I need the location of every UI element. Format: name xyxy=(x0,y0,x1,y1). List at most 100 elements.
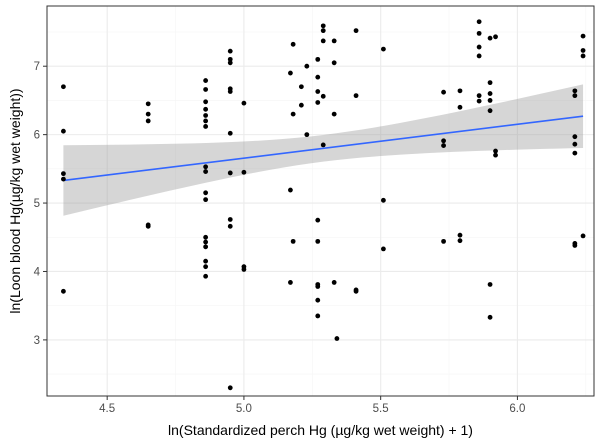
data-point xyxy=(381,246,386,252)
data-point xyxy=(381,197,386,203)
data-point xyxy=(203,87,209,92)
data-point xyxy=(227,60,233,66)
data-point xyxy=(441,238,446,244)
y-axis-title: ln(Loon blood Hg(µg/kg wet weight)) xyxy=(7,88,23,313)
data-point xyxy=(61,84,66,90)
confidence-band-layer xyxy=(63,84,584,216)
data-point xyxy=(227,56,233,62)
data-point xyxy=(315,89,321,94)
data-point xyxy=(441,138,446,144)
data-point xyxy=(457,104,463,110)
data-point xyxy=(580,48,586,53)
data-point xyxy=(320,93,326,99)
data-point xyxy=(487,98,493,103)
data-point xyxy=(572,88,578,94)
data-point xyxy=(227,89,233,94)
data-point xyxy=(331,280,337,285)
data-point xyxy=(145,111,151,117)
data-point xyxy=(203,190,209,196)
data-point xyxy=(241,100,247,106)
data-point xyxy=(331,60,337,66)
data-point xyxy=(203,78,209,83)
data-point xyxy=(298,102,304,108)
data-point xyxy=(203,169,209,174)
data-point xyxy=(334,336,340,341)
data-point xyxy=(315,56,321,62)
data-point xyxy=(298,84,304,90)
data-point xyxy=(241,267,247,272)
data-point xyxy=(487,91,493,96)
data-point xyxy=(476,19,482,25)
data-point xyxy=(203,118,209,124)
data-point xyxy=(227,385,233,391)
data-point xyxy=(61,171,66,177)
data-point xyxy=(227,48,233,54)
data-point xyxy=(476,93,482,99)
data-point xyxy=(487,35,493,41)
data-point xyxy=(476,53,482,59)
data-point xyxy=(203,239,209,245)
data-point xyxy=(331,38,337,44)
regression-line-layer xyxy=(63,115,584,182)
data-point xyxy=(580,53,586,59)
y-tick-label: 6 xyxy=(34,130,40,142)
data-point xyxy=(457,232,463,238)
data-point xyxy=(476,30,482,36)
data-point xyxy=(290,238,296,244)
panel-border xyxy=(46,5,595,397)
data-point xyxy=(288,70,293,76)
data-point xyxy=(227,170,233,176)
data-point xyxy=(580,233,586,239)
data-point xyxy=(203,244,209,250)
x-axis-title: ln(Standardized perch Hg (µg/kg wet weig… xyxy=(168,422,473,438)
data-point xyxy=(441,143,446,148)
data-point xyxy=(572,243,578,248)
data-point xyxy=(493,148,498,154)
data-point xyxy=(315,74,321,80)
data-point xyxy=(290,111,296,117)
data-point xyxy=(241,169,247,175)
data-point xyxy=(572,150,578,156)
data-points xyxy=(61,19,586,391)
data-point xyxy=(227,130,233,136)
data-point xyxy=(353,93,359,99)
data-point xyxy=(315,100,321,105)
data-point xyxy=(487,80,493,86)
axis-ticks: 4.5 5.0 5.5 6.0 3 4 5 6 7 xyxy=(34,61,526,415)
data-point xyxy=(476,44,482,50)
y-tick-label: 5 xyxy=(34,198,40,210)
data-point xyxy=(227,223,233,229)
data-point xyxy=(145,101,151,107)
data-point xyxy=(304,132,310,138)
data-point xyxy=(315,238,321,244)
data-point xyxy=(203,234,209,240)
data-point xyxy=(320,38,326,44)
data-point xyxy=(288,187,293,193)
x-tick-label: 5.0 xyxy=(236,403,252,415)
data-point xyxy=(320,23,326,29)
data-point xyxy=(203,258,209,264)
x-tick-label: 5.5 xyxy=(373,403,389,415)
data-point xyxy=(441,89,446,95)
data-point xyxy=(381,46,386,52)
data-point xyxy=(493,152,498,158)
data-point xyxy=(203,106,209,112)
data-point xyxy=(61,176,66,182)
data-point xyxy=(61,128,66,134)
data-point xyxy=(203,164,209,170)
confidence-band xyxy=(63,84,584,216)
data-point xyxy=(315,284,321,289)
data-point xyxy=(320,142,326,148)
data-point xyxy=(61,288,66,294)
panel-background xyxy=(47,6,594,396)
data-point xyxy=(288,280,293,285)
data-point xyxy=(331,111,337,117)
data-point xyxy=(487,108,493,114)
data-point xyxy=(572,134,578,140)
data-point xyxy=(476,98,482,104)
data-point xyxy=(203,273,209,279)
data-point xyxy=(487,282,493,287)
data-point xyxy=(203,264,209,270)
